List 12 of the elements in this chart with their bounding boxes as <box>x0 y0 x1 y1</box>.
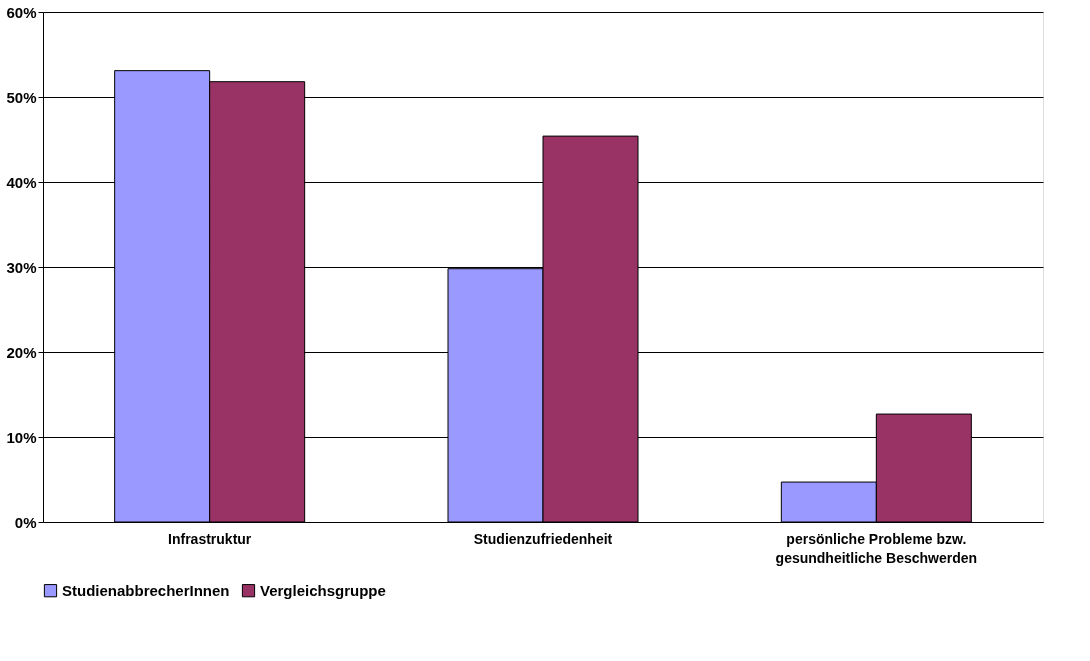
x-tick-label: persönliche Probleme bzw. gesundheitliche Beschwerden <box>775 530 978 566</box>
y-tick-label: 20% <box>6 343 37 361</box>
y-tick-label: 50% <box>6 88 37 106</box>
y-tick-label: 40% <box>6 173 37 191</box>
y-tick-label: 30% <box>6 258 37 276</box>
legend-label: StudienabbrecherInnen <box>62 581 230 599</box>
y-tick-label: 60% <box>6 3 37 21</box>
x-tick-label: Studienzufriedenheit <box>473 530 613 547</box>
y-tick-label: 0% <box>14 513 37 531</box>
y-tick-label: 10% <box>6 428 37 446</box>
legend-label: Vergleichsgruppe <box>260 581 386 599</box>
x-tick-label: Infrastruktur <box>168 530 252 547</box>
